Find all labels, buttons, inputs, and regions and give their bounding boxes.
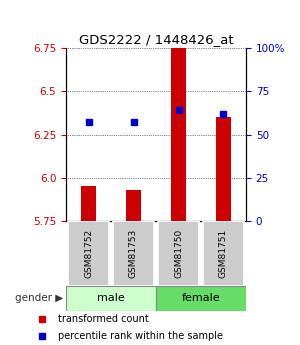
Text: percentile rank within the sample: percentile rank within the sample bbox=[58, 332, 223, 341]
Text: female: female bbox=[182, 294, 220, 303]
Title: GDS2222 / 1448426_at: GDS2222 / 1448426_at bbox=[79, 33, 233, 46]
Text: male: male bbox=[97, 294, 125, 303]
Bar bbox=[66, 286, 156, 310]
Bar bbox=[171, 48, 186, 221]
Text: GSM81752: GSM81752 bbox=[84, 229, 93, 278]
Text: GSM81751: GSM81751 bbox=[219, 229, 228, 278]
Text: GSM81750: GSM81750 bbox=[174, 229, 183, 278]
Text: gender ▶: gender ▶ bbox=[15, 294, 63, 303]
Text: transformed count: transformed count bbox=[58, 314, 148, 324]
Bar bbox=[158, 221, 199, 286]
Bar bbox=[81, 186, 96, 221]
Bar bbox=[156, 286, 246, 310]
Bar bbox=[216, 117, 231, 221]
Bar bbox=[203, 221, 244, 286]
Bar bbox=[113, 221, 154, 286]
Bar bbox=[126, 190, 141, 221]
Text: GSM81753: GSM81753 bbox=[129, 229, 138, 278]
Bar bbox=[68, 221, 109, 286]
